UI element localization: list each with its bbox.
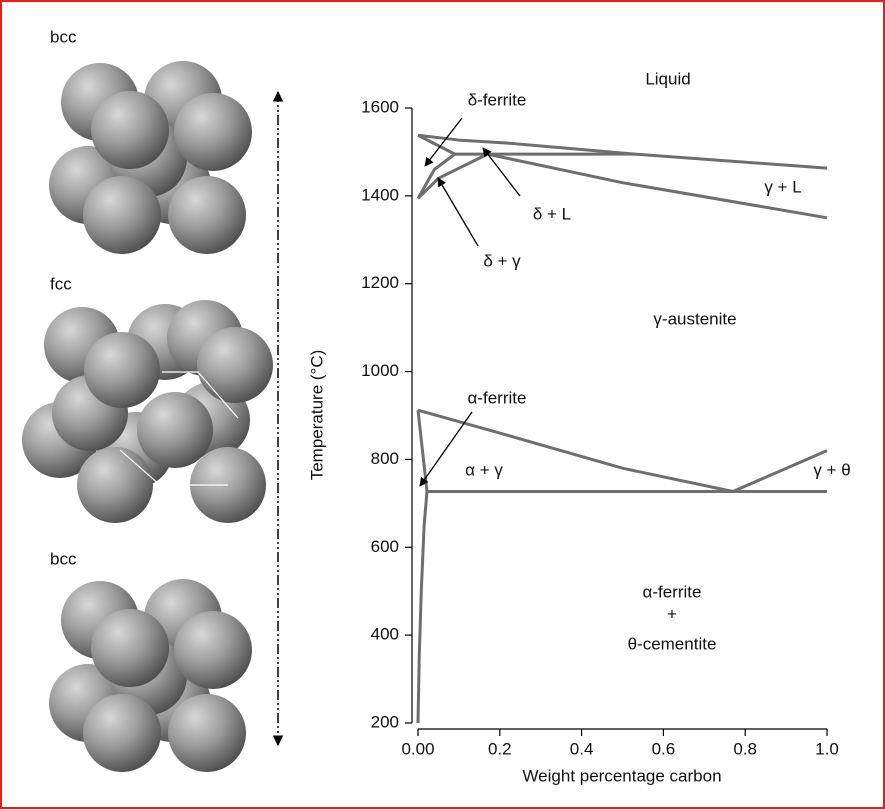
region-label: α-ferrite (643, 582, 702, 601)
region-label: + (667, 604, 677, 623)
atom (83, 176, 161, 254)
structure-label: fcc (50, 274, 72, 293)
phase-boundary (418, 410, 427, 491)
region-label: γ-austenite (653, 309, 736, 328)
region-label: δ + γ (483, 251, 521, 270)
y-tick-label: 400 (371, 625, 399, 644)
y-tick-label: 1600 (361, 97, 399, 116)
atom (83, 694, 161, 772)
region-label: Liquid (645, 69, 690, 88)
x-tick-label: 1.0 (815, 739, 839, 758)
phase-boundary (418, 135, 827, 168)
phase-boundary (418, 491, 427, 723)
x-axis-label: Weight percentage carbon (522, 766, 721, 785)
x-tick-label: 0.6 (652, 739, 676, 758)
y-tick-label: 1400 (361, 185, 399, 204)
y-tick-label: 200 (371, 712, 399, 731)
structure-label: bcc (50, 27, 77, 46)
atom (174, 93, 252, 171)
y-tick-label: 1200 (361, 273, 399, 292)
y-tick-label: 1000 (361, 361, 399, 380)
atom (174, 611, 252, 689)
x-tick-label: 0.8 (733, 739, 757, 758)
y-tick-label: 800 (371, 449, 399, 468)
x-tick-label: 0.00 (401, 739, 434, 758)
x-tick-label: 0.4 (570, 739, 594, 758)
region-label: α-ferrite (468, 388, 527, 407)
atom (197, 327, 273, 403)
region-label: α + γ (465, 460, 503, 479)
y-axis-label: Temperature (°C) (307, 350, 326, 481)
atom (91, 91, 169, 169)
pointer-arrow (438, 178, 478, 246)
region-label: θ-cementite (628, 634, 717, 653)
atom (91, 609, 169, 687)
y-tick-label: 600 (371, 537, 399, 556)
crystals (22, 61, 273, 772)
region-label: δ + L (533, 204, 571, 223)
x-tick-label: 0.2 (488, 739, 512, 758)
atom (168, 176, 246, 254)
structure-label: bcc (50, 549, 77, 568)
figure: bcc fcc bcc Weight percentage carbon Tem… (0, 0, 885, 809)
atom (84, 332, 160, 408)
region-label: γ + θ (813, 460, 850, 479)
atom (137, 392, 213, 468)
atom (77, 447, 153, 523)
plot: 200 400 600 800 1000 1200 1400 1600 0.00 0.2 0.4 0.… (361, 69, 851, 758)
atom (168, 694, 246, 772)
region-label: δ-ferrite (468, 90, 527, 109)
region-label: γ + L (764, 177, 801, 196)
